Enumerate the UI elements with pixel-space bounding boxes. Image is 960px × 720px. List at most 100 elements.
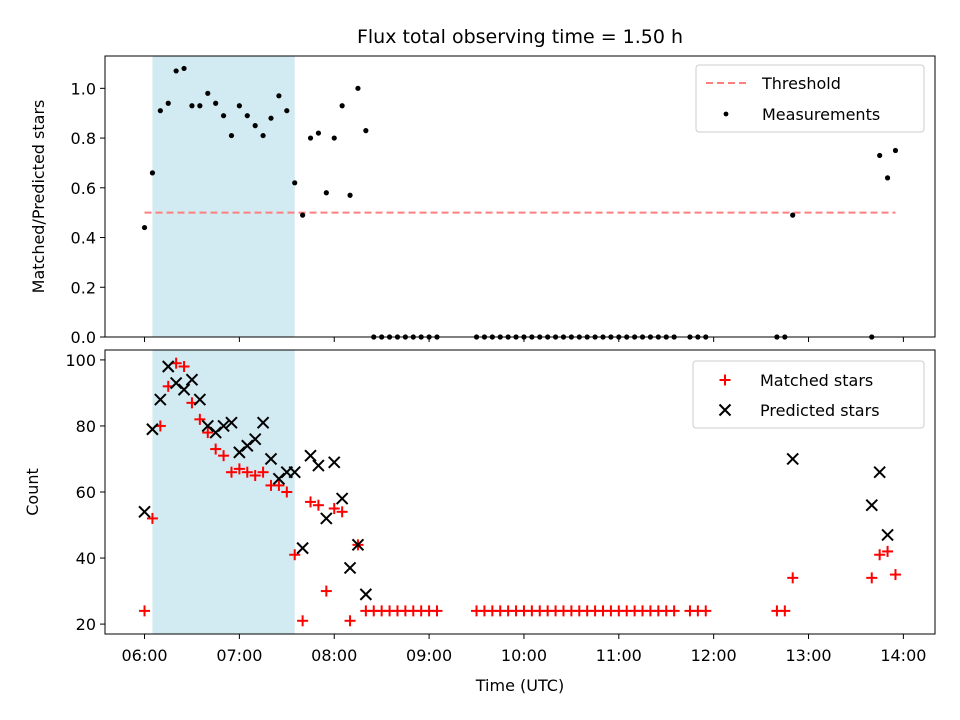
predicted-star-point — [296, 541, 309, 555]
x-tick-label: 14:00 — [880, 646, 926, 665]
predicted-star-point — [335, 492, 349, 505]
matched-star-point — [297, 615, 309, 627]
predicted-star-point — [343, 561, 357, 575]
measurement-point — [355, 85, 361, 91]
measurement-point — [331, 135, 337, 141]
x-tick-label: 13:00 — [785, 646, 831, 665]
legend-predicted-label: Predicted stars — [760, 401, 880, 420]
measurement-point — [173, 68, 179, 74]
matched-star-point — [241, 466, 253, 478]
measurement-point — [149, 170, 156, 176]
predicted-star-point — [359, 588, 373, 601]
ratio-panel: 0.0 0.2 0.4 0.6 0.8 1.0 Matched/Predicted sta… — [29, 55, 936, 347]
x-tick-label: 09:00 — [406, 646, 452, 665]
predicted-star-point — [881, 528, 894, 542]
predicted-star-point — [185, 373, 199, 386]
matched-star-point — [305, 496, 317, 508]
predicted-star-point — [304, 449, 317, 462]
ratio-legend-box — [695, 64, 925, 133]
y-tick-label: 40 — [76, 549, 96, 568]
measurement-point — [228, 132, 235, 139]
predicted-star-point — [225, 416, 238, 429]
matched-star-point — [225, 466, 237, 478]
x-tick-label: 07:00 — [216, 646, 262, 665]
x-tick-label: 10:00 — [501, 646, 547, 665]
matched-star-point — [312, 499, 324, 511]
predicted-star-point — [873, 465, 886, 479]
legend-predicted-swatch — [718, 403, 732, 417]
ratio-axes-frame — [104, 55, 936, 338]
legend-measurement-label: Measurements — [762, 105, 880, 124]
measurement-point — [363, 128, 369, 134]
matched-star-point — [210, 443, 222, 455]
measurement-points — [141, 65, 899, 340]
measurement-point — [197, 103, 203, 109]
y-tick-label: 0.2 — [71, 278, 96, 297]
matched-star-point — [257, 466, 269, 478]
measurement-point — [181, 65, 187, 72]
predicted-star-point — [146, 423, 159, 436]
legend-threshold-label: Threshold — [761, 74, 841, 93]
matched-star-point — [281, 486, 293, 498]
measurement-point — [157, 108, 163, 114]
matched-star-point — [874, 549, 886, 561]
observing-span-rect — [152, 56, 295, 337]
predicted-star-point — [256, 416, 270, 429]
y-tick-label: 0.8 — [71, 129, 96, 148]
measurement-point — [141, 224, 148, 231]
measurement-point — [244, 113, 250, 119]
x-tick-label: 12:00 — [691, 646, 737, 665]
ratio-observing-span — [152, 56, 295, 337]
matched-star-point — [139, 605, 151, 617]
ratio-y-ticks: 0.0 0.2 0.4 0.6 0.8 1.0 — [71, 79, 105, 347]
matched-star-point — [202, 427, 214, 439]
matched-star-point — [289, 549, 301, 561]
x-tick-label: 11:00 — [596, 646, 642, 665]
predicted-star-point — [248, 432, 262, 446]
legend-matched-swatch — [719, 374, 731, 386]
count-legend-box — [692, 360, 925, 429]
measurement-point — [276, 93, 282, 99]
measurement-point — [189, 103, 195, 109]
legend-measurement-swatch — [723, 111, 729, 117]
measurement-point — [339, 103, 345, 109]
count-x-ticks: 06:00 07:00 08:00 09:00 10:00 11:00 12:00 13:00… — [121, 634, 926, 665]
count-y-axis-label: Count — [23, 468, 42, 516]
predicted-star-point — [328, 456, 341, 469]
matched-star-point — [779, 605, 791, 617]
x-axis-label: Time (UTC) — [475, 676, 564, 695]
measurement-point — [260, 132, 266, 139]
matched-star-point — [178, 361, 190, 373]
ratio-legend: Threshold Measurements — [695, 64, 925, 133]
matched-star-point — [344, 615, 356, 627]
matched-star-point — [668, 605, 680, 617]
legend-predicted-marker — [718, 403, 732, 417]
predicted-star-point — [351, 538, 365, 552]
predicted-star-point — [288, 465, 301, 479]
matched-star-point — [889, 569, 901, 581]
y-tick-label: 0.0 — [71, 328, 96, 347]
matched-star-point — [146, 512, 158, 524]
x-tick-label: 08:00 — [311, 646, 357, 665]
measurement-point — [347, 192, 353, 198]
measurement-point — [284, 108, 290, 114]
predicted-star-point — [312, 459, 325, 472]
chart-title: Flux total observing time = 1.50 h — [357, 26, 683, 48]
measurement-point — [307, 135, 314, 141]
measurement-point — [252, 123, 258, 129]
ratio-y-axis-label: Matched/Predicted stars — [29, 100, 48, 294]
observing-span-rect — [152, 350, 295, 634]
y-tick-label: 0.6 — [71, 179, 96, 198]
y-tick-label: 60 — [76, 483, 96, 502]
count-observing-span — [152, 350, 295, 634]
matched-star-point — [336, 506, 348, 518]
matched-star-point — [700, 605, 712, 617]
measurement-point — [884, 175, 891, 181]
matched-star-point — [194, 413, 206, 425]
matched-star-point — [320, 585, 332, 597]
matched-star-point — [431, 605, 443, 617]
predicted-star-point — [264, 452, 278, 466]
y-tick-label: 0.4 — [71, 229, 96, 248]
measurement-point — [205, 90, 211, 96]
